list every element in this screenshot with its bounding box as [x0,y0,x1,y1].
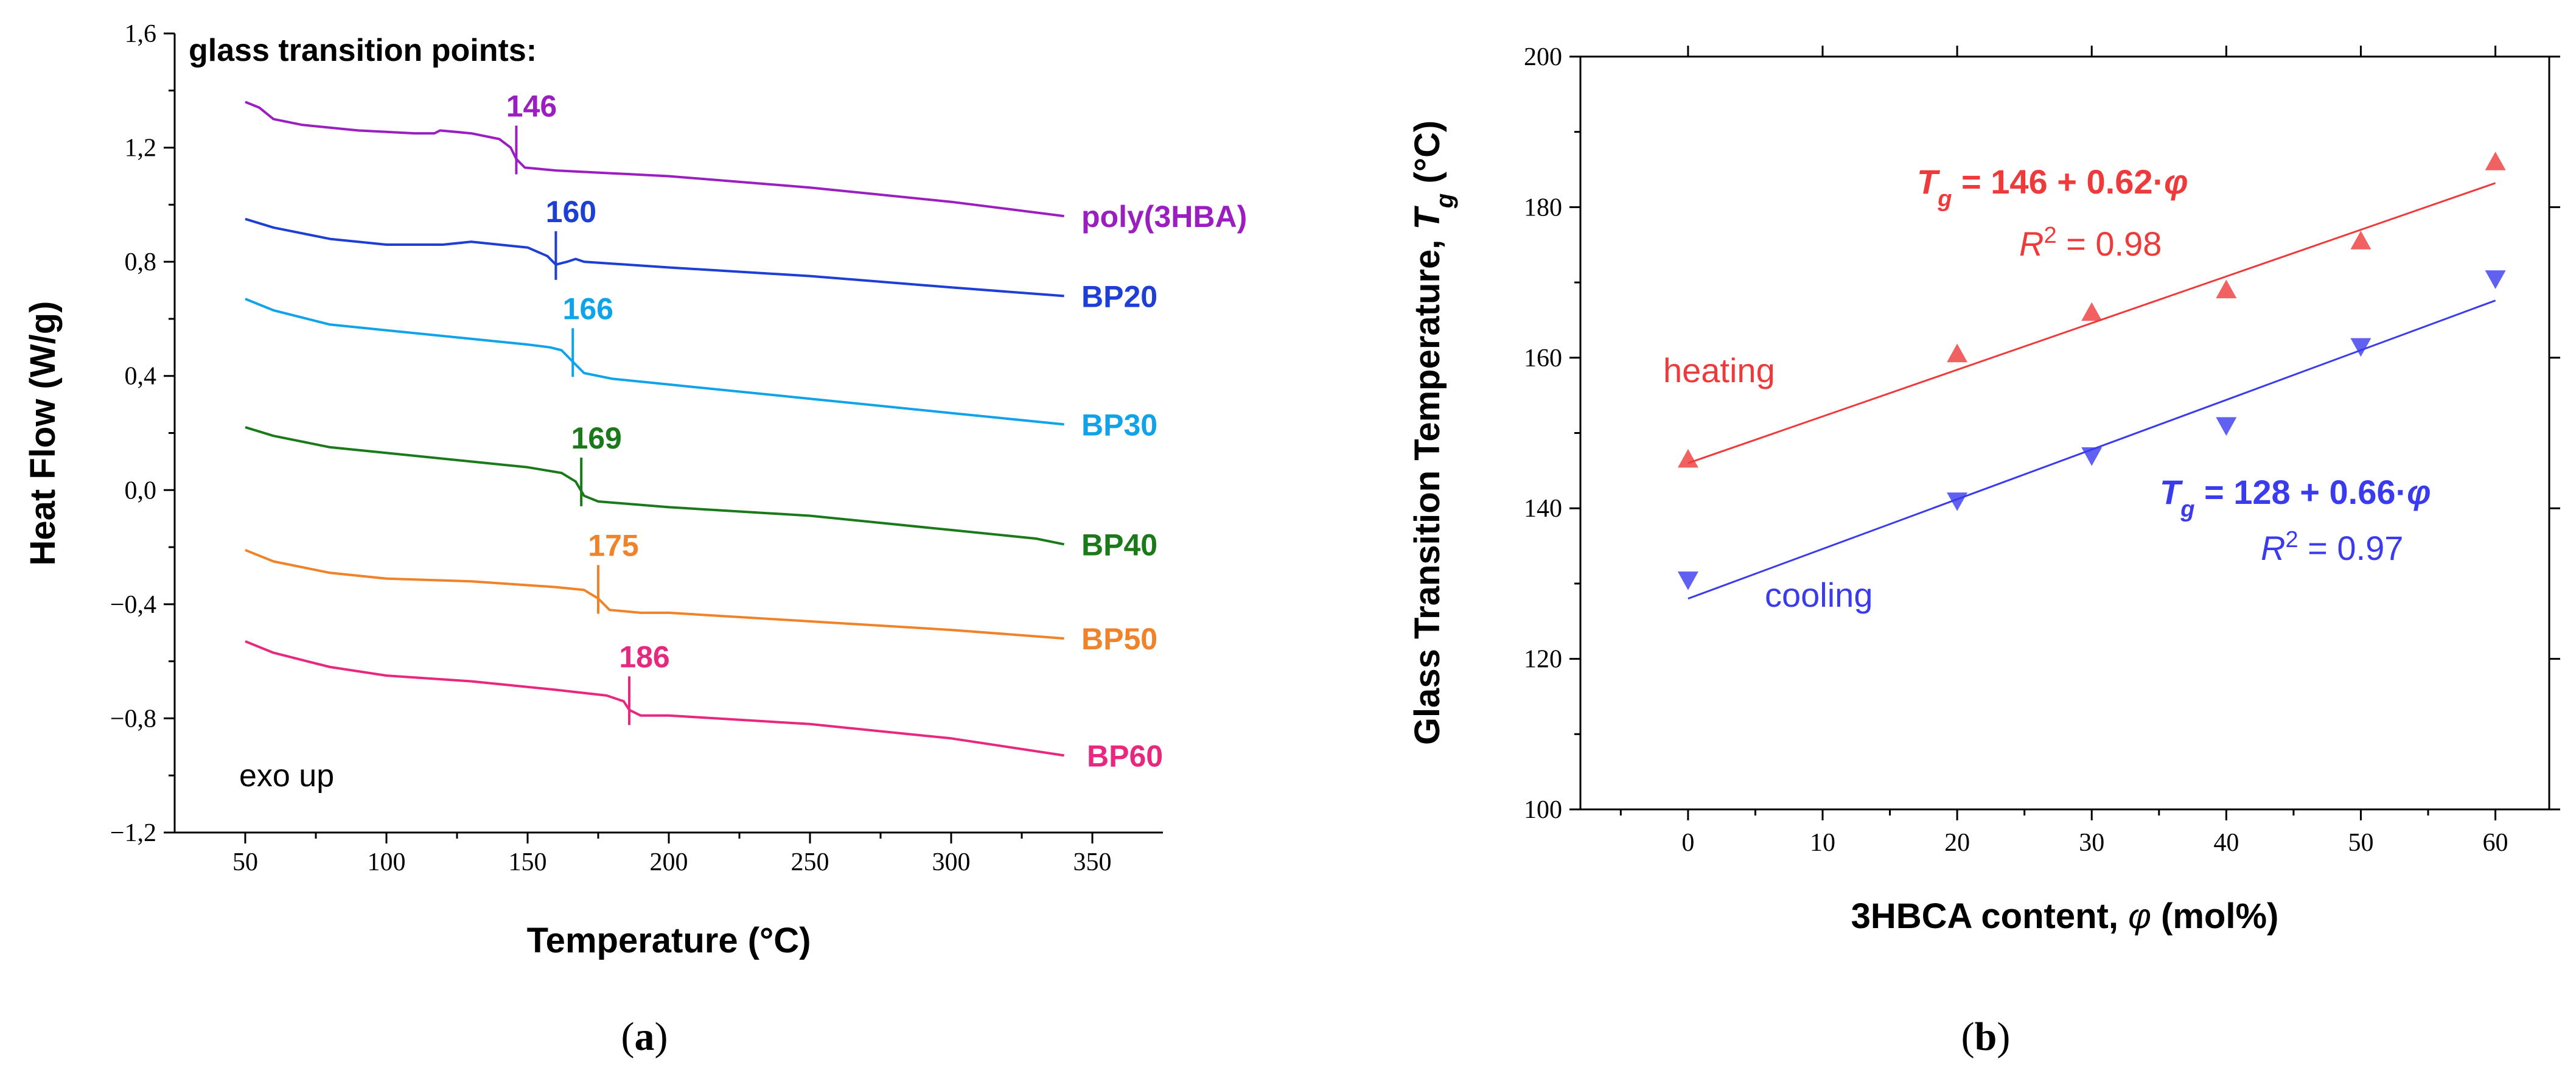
a-tg-label-BP30: 166 [563,292,613,326]
a-y-tick-label: 0,0 [125,477,157,505]
b-point-cooling [2350,338,2372,357]
b-heating-eq-rest: = 146 + 0.62· [1952,162,2164,201]
a-tg-label-BP20: 160 [546,195,596,229]
b-heating-r2-sup: 2 [2044,223,2056,248]
b-cooling-r2: R2 = 0.97 [2261,527,2403,567]
b-point-heating [1677,449,1698,468]
a-series-label-BP60: BP60 [1087,739,1163,773]
panel-a-letter: a [635,1014,655,1059]
b-ylabel-unit: (°C) [1408,120,1447,194]
a-y-tick-label: −0,8 [110,705,156,733]
a-series-label-BP20: BP20 [1081,279,1157,313]
b-cooling-label: cooling [1765,576,1873,614]
a-x-tick-label: 50 [232,848,258,876]
a-y-tick-label: 1,2 [125,134,157,162]
a-series-label-BP50: BP50 [1081,622,1157,656]
b-y-axis-label: Glass Transition Temperature, Tg (°C) [1408,120,1458,745]
a-y-tick-label: 0,8 [125,248,157,276]
a-chart-title: glass transition points: [189,33,537,68]
b-x-tick-label: 0 [1681,829,1694,857]
b-fit-line-heating [1688,182,2496,464]
a-tg-label-BP40: 169 [571,421,621,455]
panel-a-chart: 50 100 150 200 250 300 350 −1,2 −0,8 −0,4 0,0 0,4 0,… [23,20,1247,1059]
a-y-tick-label: 1,6 [125,20,157,48]
a-curve-poly(3HBA) [245,100,1064,218]
a-series-label-BP40: BP40 [1081,528,1157,562]
b-heating-eq-var: φ [2164,162,2188,201]
b-heating-label: heating [1663,351,1775,389]
b-y-tick-label: 180 [1524,194,1562,222]
b-y-tick-label: 160 [1524,344,1562,372]
b-xlabel-symbol: φ [2128,896,2151,936]
b-heating-eq-symbol: T [1917,162,1941,201]
b-point-cooling [1947,492,1968,511]
b-heating-eq-sub: g [1937,186,1952,212]
b-cooling-eq-rest: = 128 + 0.66· [2194,473,2407,511]
b-cooling-r2-sup: 2 [2285,527,2298,553]
b-point-cooling [2216,417,2237,436]
panel-a-caption: (a) [621,1014,668,1059]
a-annotation-exo-up: exo up [239,758,334,794]
b-cooling-eq-symbol: T [2160,473,2183,511]
a-curve-BP50 [245,548,1064,640]
a-tg-label-BP60: 186 [619,640,669,674]
b-xlabel-main: 3HBCA content, [1851,896,2128,936]
a-tg-label-poly(3HBA): 146 [506,89,557,123]
b-cooling-eq-var: φ [2407,473,2431,511]
b-x-tick-label: 30 [2079,829,2104,857]
b-x-tick-label: 50 [2348,829,2373,857]
a-x-tick-label: 200 [650,848,688,876]
b-ylabel-symbol: T [1408,206,1447,230]
b-heating-r2-prefix: R [2019,225,2044,263]
a-x-tick-label: 250 [791,848,829,876]
a-x-tick-label: 300 [932,848,971,876]
panel-b-caption: (b) [1961,1014,2011,1059]
b-x-tick-label: 60 [2483,829,2508,857]
a-curve-BP30 [245,298,1064,426]
b-cooling-r2-rest: = 0.97 [2299,529,2404,567]
a-series-label-BP30: BP30 [1081,408,1157,442]
b-y-tick-label: 120 [1524,646,1562,674]
a-y-tick-label: −0,4 [110,591,156,619]
a-curve-BP60 [245,640,1064,757]
b-x-tick-label: 20 [1944,829,1970,857]
b-x-axis-label: 3HBCA content, φ (mol%) [1851,896,2279,936]
a-y-tick-label: 0,4 [125,363,157,391]
b-y-tick-label: 200 [1524,43,1562,71]
b-y-tick-label: 140 [1524,495,1562,523]
b-heating-r2: R2 = 0.98 [2019,223,2162,263]
b-ylabel-sub: g [1431,194,1458,209]
panel-b-letter: b [1975,1014,1997,1059]
b-cooling-r2-prefix: R [2261,529,2285,567]
panel-b-chart: 0 10 20 30 40 50 60 100 120 140 160 180 200 Tg = 146… [1408,43,2560,1059]
b-x-tick-label: 10 [1810,829,1835,857]
a-y-tick-label: −1,2 [110,819,156,847]
a-curve-BP20 [245,217,1064,298]
a-series-label-poly(3HBA): poly(3HBA) [1081,200,1247,234]
b-heating-equation: Tg = 146 + 0.62·φ [1917,162,2188,212]
a-x-tick-label: 350 [1073,848,1112,876]
b-heating-r2-rest: = 0.98 [2057,225,2162,263]
b-point-heating [2216,279,2237,299]
b-point-heating [2081,302,2103,321]
b-ylabel-main: Glass Transition Temperature, [1408,230,1447,746]
a-x-axis-label: Temperature (°C) [527,921,811,960]
b-point-heating [1947,343,1968,363]
a-y-axis-label: Heat Flow (W/g) [23,301,63,566]
b-xlabel-unit: (mol%) [2151,896,2278,936]
b-point-heating [2485,152,2506,170]
b-point-heating [2350,231,2372,250]
a-x-tick-label: 100 [368,848,406,876]
b-cooling-eq-sub: g [2180,497,2194,522]
b-cooling-equation: Tg = 128 + 0.66·φ [2160,473,2431,522]
a-curve-BP40 [245,426,1064,546]
a-tg-label-BP50: 175 [588,528,638,562]
a-x-tick-label: 150 [509,848,547,876]
b-x-tick-label: 40 [2213,829,2239,857]
b-point-cooling [1677,571,1698,590]
b-y-tick-label: 100 [1524,796,1562,824]
b-point-cooling [2485,270,2506,289]
b-point-cooling [2081,447,2103,466]
